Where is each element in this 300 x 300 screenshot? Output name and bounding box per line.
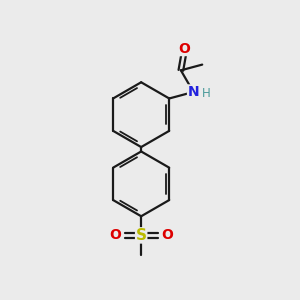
Text: S: S: [136, 228, 147, 243]
Text: O: O: [110, 228, 122, 242]
Text: O: O: [178, 41, 190, 56]
Text: O: O: [161, 228, 173, 242]
Text: N: N: [188, 85, 199, 99]
Text: H: H: [201, 87, 210, 100]
